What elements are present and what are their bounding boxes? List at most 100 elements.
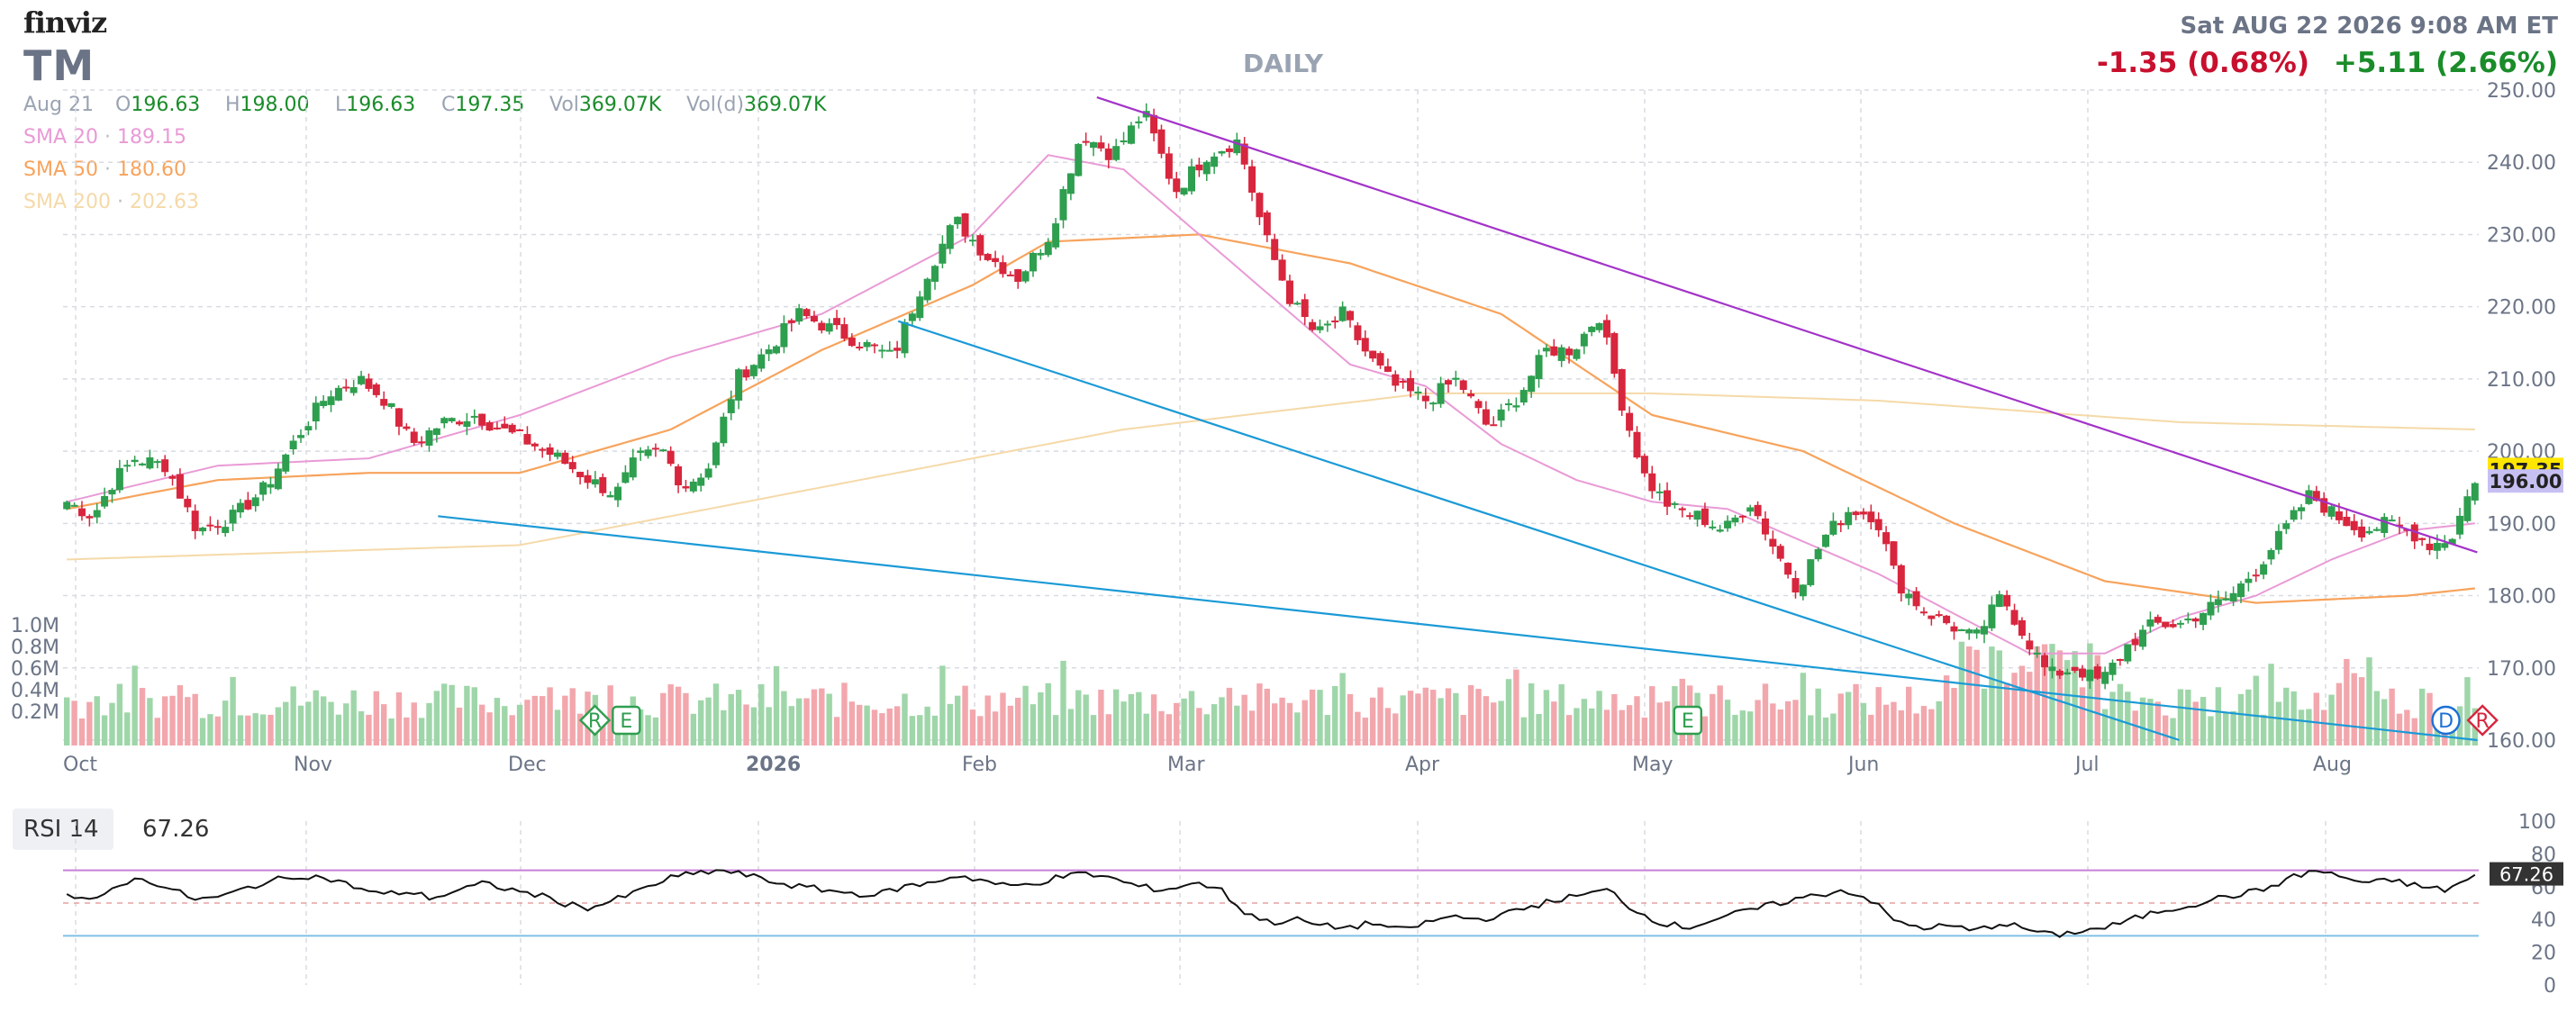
candle-body bbox=[1112, 146, 1120, 160]
volume-tick-label: 0.8M bbox=[11, 637, 59, 659]
candle-body bbox=[478, 413, 486, 426]
sma50-line bbox=[66, 233, 2475, 604]
candle-body bbox=[689, 481, 697, 492]
candle-body bbox=[448, 418, 456, 421]
candle-body bbox=[2169, 624, 2177, 628]
candle-body bbox=[372, 384, 380, 395]
volume-bar bbox=[1626, 705, 1633, 745]
volume-bar bbox=[600, 718, 606, 745]
candle-body bbox=[2267, 549, 2275, 560]
candle-body bbox=[2191, 618, 2200, 622]
y-tick-label: 210.00 bbox=[2487, 369, 2556, 392]
candle-body bbox=[1807, 559, 1815, 585]
candle-body bbox=[2365, 530, 2373, 534]
x-tick-label: Feb bbox=[962, 754, 997, 776]
candle-body bbox=[1769, 538, 1777, 547]
volume-bar bbox=[1808, 715, 1814, 745]
volume-bar bbox=[1302, 700, 1308, 745]
candle-body bbox=[2078, 668, 2086, 678]
candle-body bbox=[2010, 610, 2018, 625]
trendlines[interactable] bbox=[438, 95, 2478, 742]
candle-body bbox=[968, 239, 976, 242]
volume-bar bbox=[2027, 672, 2033, 745]
candle-body bbox=[1943, 615, 1951, 624]
candle-body bbox=[1919, 611, 1927, 614]
candle-body bbox=[1482, 409, 1490, 425]
volume-bar bbox=[758, 684, 765, 745]
grid-lines bbox=[63, 89, 2479, 985]
candle-body bbox=[2236, 583, 2245, 598]
candle-body bbox=[992, 258, 1000, 263]
candle-body bbox=[1354, 325, 1362, 340]
volume-bar bbox=[2389, 688, 2395, 745]
candle-body bbox=[1271, 239, 1279, 260]
volume-bar bbox=[494, 698, 501, 745]
volume-bar bbox=[1015, 697, 1021, 745]
volume-bar bbox=[1973, 649, 1980, 745]
volume-bar bbox=[2275, 701, 2282, 745]
candle-body bbox=[727, 399, 735, 413]
volume-bar bbox=[1837, 693, 1844, 745]
candle-body bbox=[1059, 189, 1067, 221]
sma20-line bbox=[66, 154, 2475, 655]
event-markers[interactable]: REEDREE bbox=[578, 704, 2576, 736]
candle-body bbox=[1309, 321, 1317, 330]
volume-bar bbox=[388, 718, 395, 745]
volume-bar bbox=[313, 690, 319, 745]
candle-body bbox=[1927, 615, 1936, 619]
volume-bar bbox=[2185, 689, 2191, 745]
candle-body bbox=[1512, 405, 1520, 408]
finviz-logo[interactable]: finviz bbox=[23, 5, 107, 40]
volume-bar bbox=[86, 701, 93, 745]
volume-bar bbox=[1174, 702, 1180, 745]
volume-bar bbox=[1784, 700, 1791, 745]
sma20-legend[interactable]: SMA 20 · 189.15 bbox=[23, 126, 186, 149]
candle-body bbox=[1263, 212, 1271, 236]
candle-body bbox=[568, 462, 576, 470]
sma50-legend[interactable]: SMA 50 · 180.60 bbox=[23, 158, 186, 181]
volume-bar bbox=[735, 690, 742, 745]
volume-bar bbox=[2418, 688, 2426, 745]
volume-bar bbox=[2351, 673, 2357, 745]
x-tick-label: Jun bbox=[1846, 754, 1879, 776]
candle-body bbox=[1678, 508, 1686, 511]
candle-body bbox=[1376, 353, 1384, 366]
candle-body bbox=[2109, 663, 2117, 675]
timeframe-label[interactable]: DAILY bbox=[1243, 49, 1324, 78]
volume-bar bbox=[132, 665, 138, 745]
candle-body bbox=[1474, 401, 1483, 409]
x-tick-label: Dec bbox=[508, 754, 547, 776]
candle-body bbox=[222, 527, 230, 534]
candle-body bbox=[1995, 594, 2003, 608]
volume-bar bbox=[2041, 644, 2048, 745]
volume-bar bbox=[1384, 708, 1392, 745]
volume-bar bbox=[502, 706, 508, 745]
candle-body bbox=[833, 318, 841, 326]
candle-body bbox=[765, 349, 773, 355]
candle-body bbox=[1761, 518, 1769, 535]
volume-bar bbox=[1770, 703, 1776, 745]
candle-body bbox=[2282, 523, 2290, 529]
volume-bars bbox=[63, 641, 2479, 745]
candle-body bbox=[1814, 548, 1822, 560]
rsi-label-box[interactable] bbox=[13, 809, 113, 850]
volume-bar bbox=[652, 717, 659, 745]
candle-body bbox=[1610, 332, 1619, 375]
volume-bar bbox=[1611, 693, 1618, 745]
volume-bar bbox=[721, 709, 727, 745]
sma200-legend[interactable]: SMA 200 · 202.63 bbox=[23, 191, 199, 213]
volume-bar bbox=[71, 700, 77, 745]
candle-body bbox=[289, 440, 297, 450]
volume-bar bbox=[1792, 700, 1799, 745]
candle-body bbox=[1671, 502, 1679, 505]
candle-body bbox=[1618, 368, 1626, 411]
x-tick-label: Mar bbox=[1167, 754, 1205, 776]
volume-bar bbox=[1520, 717, 1527, 745]
volume-bar bbox=[1574, 708, 1580, 745]
volume-bar bbox=[864, 705, 870, 745]
volume-bar bbox=[1815, 688, 1821, 745]
candle-body bbox=[1195, 164, 1203, 171]
candle-body bbox=[1323, 323, 1331, 326]
sma200-value: 202.63 bbox=[129, 191, 199, 213]
